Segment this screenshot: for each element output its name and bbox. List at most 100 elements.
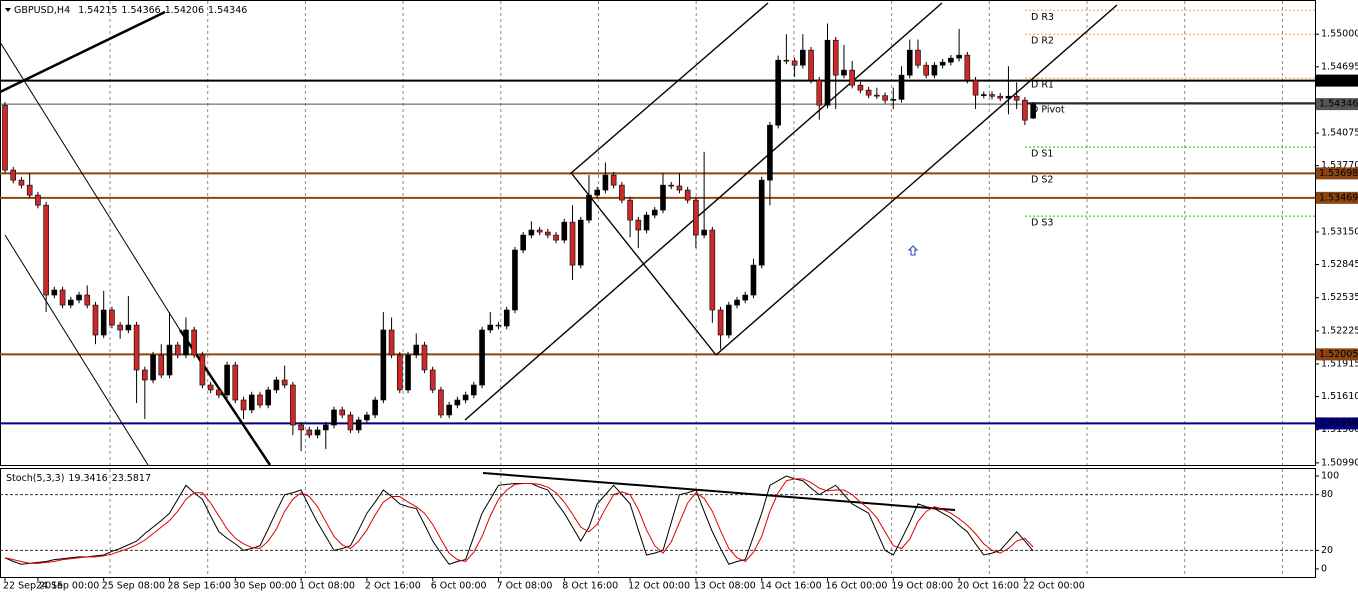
candle-body [207, 384, 214, 391]
candle-body [35, 194, 41, 206]
candle-body [725, 304, 732, 336]
candle-body [890, 99, 897, 101]
candle-body [758, 179, 765, 266]
candle-body [594, 189, 601, 196]
candle-body [898, 74, 905, 100]
candle-body [668, 184, 675, 187]
candle-body [306, 429, 313, 436]
x-tick-label: 12 Oct 00:00 [628, 581, 690, 592]
ohlc-value: 1.54346 [208, 5, 247, 16]
candle-body [100, 309, 107, 336]
x-tick-label: 16 Oct 00:00 [826, 581, 888, 592]
candle-body [380, 329, 387, 401]
y-tick-label: 0 [1321, 563, 1327, 574]
candle-body [857, 84, 864, 91]
candle-body [602, 174, 609, 191]
candle-body [298, 424, 304, 431]
candle-body [290, 384, 296, 426]
candle-body [355, 419, 362, 431]
candle-body [569, 221, 576, 266]
candle-body [841, 69, 847, 76]
candle-body [413, 344, 420, 356]
level-tag [1316, 191, 1358, 204]
x-tick-label: 22 Oct 00:00 [1023, 581, 1085, 592]
candle-body [133, 324, 140, 371]
menu-triangle [5, 8, 11, 12]
ohlc-value: 1.54206 [165, 5, 204, 16]
candle-body [775, 59, 781, 126]
price-panel [0, 0, 1316, 466]
indicator-header: Stoch(5,3,3) 19.3416 23.5817 [6, 473, 151, 484]
candle-body [1022, 99, 1028, 121]
candle-body [487, 324, 494, 331]
candle-body [717, 309, 724, 336]
candle-body [166, 344, 173, 376]
candle-body [479, 329, 485, 386]
x-tick-label: 1 Oct 08:00 [299, 581, 355, 592]
candle-body [874, 94, 880, 97]
x-tick-label: 22 Sep 2015 [3, 581, 63, 592]
candle-body [586, 194, 592, 221]
y-tick-label: 20 [1321, 545, 1333, 556]
candle-body [257, 394, 263, 406]
candle-body [199, 354, 206, 386]
pivot-label: D R1 [1031, 80, 1054, 91]
candle-body [26, 184, 33, 196]
candle-body [322, 424, 329, 431]
candle-body [10, 169, 17, 181]
x-tick-label: 14 Oct 16:00 [760, 581, 822, 592]
candle-body [438, 389, 444, 416]
marks [2, 23, 1036, 565]
candle-body [421, 344, 428, 371]
candle-body [429, 369, 436, 391]
candle-body [454, 399, 461, 406]
candle-body [240, 399, 247, 411]
candle-body [849, 69, 855, 86]
candle-body [561, 221, 568, 241]
candle-body [816, 79, 823, 106]
x-tick-label: 19 Oct 08:00 [891, 581, 953, 592]
candle-body [265, 389, 272, 406]
level-tag [1316, 348, 1358, 361]
candle-body [84, 294, 91, 306]
candle-body [471, 384, 477, 396]
candle-body [577, 219, 584, 266]
candle-body [701, 229, 707, 236]
candle-body [1030, 103, 1036, 119]
level-tag [1316, 98, 1358, 111]
candle-body [339, 409, 346, 416]
candle-body [627, 199, 633, 221]
arrow-icon [907, 245, 919, 256]
trend-line [0, 10, 166, 94]
grid [0, 1, 1315, 577]
level-tag-label: 1.53469 [1319, 192, 1358, 203]
pivot-label: D S1 [1031, 149, 1053, 160]
drawn-objects [0, 2, 1118, 511]
candle-body [76, 294, 82, 301]
level-tag [1316, 167, 1358, 180]
candle-body [964, 54, 971, 81]
candle-body [750, 264, 757, 296]
y-tick-label: 80 [1321, 489, 1333, 500]
indicator-value: 19.3416 [68, 473, 107, 484]
candle-body [347, 414, 354, 431]
candle-body [808, 49, 814, 81]
x-tick-label: 8 Oct 16:00 [562, 581, 618, 592]
candle-body [536, 229, 543, 233]
pivot-label: D R2 [1031, 36, 1054, 47]
y-tick-label: 1.54695 [1321, 61, 1358, 72]
candle-body [273, 379, 280, 391]
candle-body [660, 184, 666, 211]
candle-body [462, 394, 469, 401]
pivot-label: D S2 [1031, 175, 1053, 186]
y-tick-label: 1.53150 [1321, 226, 1358, 237]
y-tick-label: 1.52225 [1321, 325, 1358, 336]
candle-body [248, 394, 255, 411]
channel-line [569, 2, 769, 175]
candle-body [545, 231, 551, 236]
candle-body [610, 174, 617, 186]
candle-body [372, 399, 378, 416]
candle-body [800, 49, 806, 66]
x-tick-label: 24 Sep 00:00 [36, 581, 99, 592]
candle-body [142, 369, 148, 381]
